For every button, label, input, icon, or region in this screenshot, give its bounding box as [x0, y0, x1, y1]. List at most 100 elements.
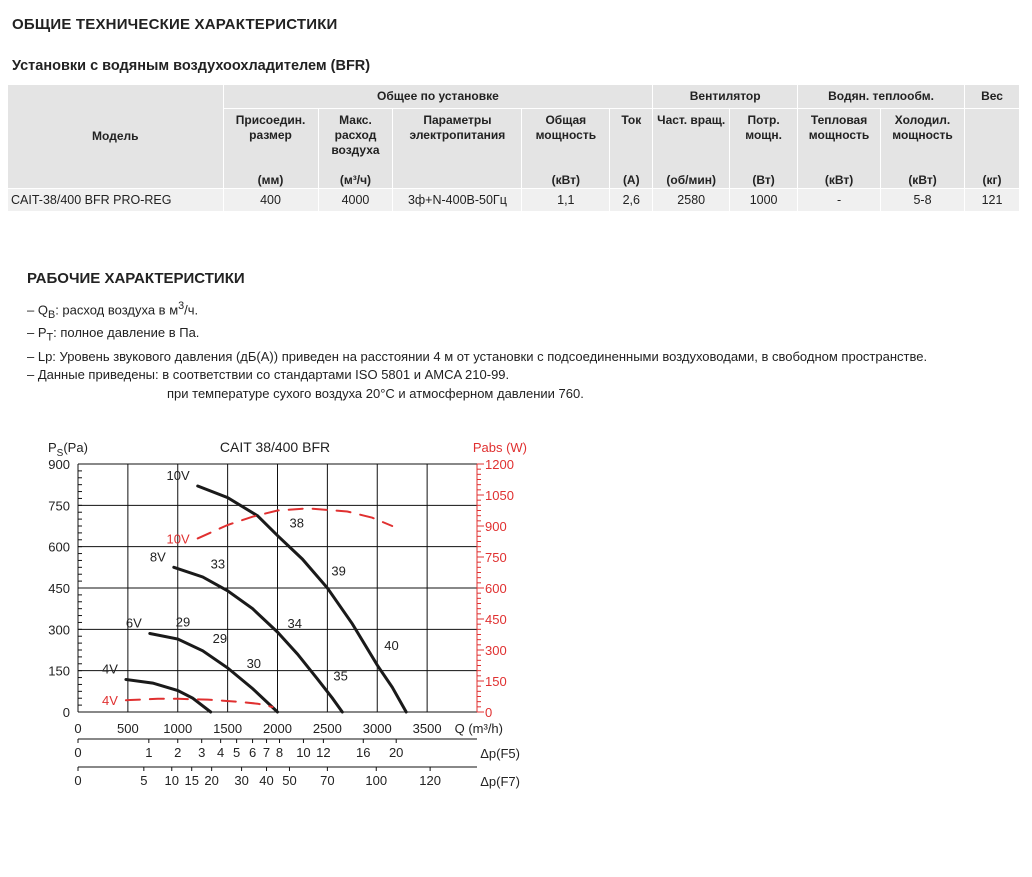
secondary-tick-label: 100: [365, 773, 387, 788]
group-water-hx: Водян. теплообм.: [797, 84, 965, 109]
series-line-10V-power: [196, 507, 394, 540]
series-label: 6V: [126, 615, 142, 630]
secondary-tick-label: 10: [296, 745, 310, 760]
secondary-tick-label: 2: [174, 745, 181, 760]
x-tick-label: 3500: [413, 721, 442, 736]
series-label: 4V: [102, 693, 118, 708]
column-unit: (А): [622, 173, 640, 187]
column-header: Присоедин. размер (мм): [222, 108, 319, 189]
sound-level-label: 35: [333, 668, 347, 683]
y2-tick-label: 600: [485, 581, 507, 596]
column-name: Тепловая мощность: [808, 113, 870, 142]
column-header: (кг): [963, 108, 1021, 189]
secondary-tick-label: 7: [263, 745, 270, 760]
secondary-tick-label: 5: [140, 773, 147, 788]
section-subtitle: Установки с водяным воздухоохладителем (…: [12, 58, 371, 74]
table-cell: 400: [222, 188, 319, 212]
sound-level-label: 38: [289, 515, 303, 530]
note-line: при температуре сухого воздуха 20°C и ат…: [167, 385, 584, 401]
column-header: Холодил. мощность (кВт): [880, 108, 965, 189]
y2-tick-label: 150: [485, 674, 507, 689]
secondary-tick-label: 3: [198, 745, 205, 760]
secondary-axis-label: Δp(F7): [480, 774, 520, 789]
secondary-tick-label: 6: [249, 745, 256, 760]
column-name: Част. вращ.: [657, 113, 726, 127]
column-header: Тепловая мощность (кВт): [797, 108, 882, 189]
column-unit: (кг): [982, 173, 1002, 187]
y-tick-label: 600: [48, 540, 70, 555]
table-cell: 3ф+N-400В-50Гц: [392, 188, 523, 212]
section-title-performance: РАБОЧИЕ ХАРАКТЕРИСТИКИ: [27, 270, 245, 287]
y-tick-label: 300: [48, 622, 70, 637]
secondary-tick-label: 10: [165, 773, 179, 788]
spec-table: Модель Общее по установке Вентилятор Вод…: [7, 84, 1021, 212]
series-label: 10V: [167, 531, 190, 546]
series-label: 8V: [150, 549, 166, 564]
x-tick-label: 1500: [213, 721, 242, 736]
note-line: – Данные приведены: в соответствии со ст…: [27, 367, 510, 383]
column-unit: (об/мин): [666, 173, 716, 187]
series-label: 4V: [102, 661, 118, 676]
group-general: Общее по установке: [222, 84, 654, 109]
secondary-tick-label: 12: [316, 745, 330, 760]
x-axis-label: Q (m³/h): [455, 721, 503, 736]
table-cell: 121: [963, 188, 1021, 212]
sound-level-label: 34: [287, 616, 301, 631]
secondary-axis-label: Δp(F5): [480, 746, 520, 761]
secondary-tick-label: 8: [276, 745, 283, 760]
table-cell: 5-8: [880, 188, 965, 212]
column-unit: (Вт): [752, 173, 775, 187]
x-tick-label: 3000: [363, 721, 392, 736]
table-cell: 4000: [317, 188, 394, 212]
page-title: ОБЩИЕ ТЕХНИЧЕСКИЕ ХАРАКТЕРИСТИКИ: [12, 16, 338, 33]
y-tick-label: 450: [48, 581, 70, 596]
column-unit: (кВт): [824, 173, 854, 187]
secondary-tick-label: 1: [145, 745, 152, 760]
column-header: Част. вращ. (об/мин): [652, 108, 731, 189]
y2-tick-label: 300: [485, 643, 507, 658]
secondary-tick-label: 20: [389, 745, 403, 760]
column-header: Общая мощность (кВт): [521, 108, 611, 189]
notes-list: – QВ: расход воздуха в м3/ч. – PT: полное…: [27, 297, 927, 403]
table-cell: 2,6: [609, 188, 654, 212]
secondary-tick-label: 16: [356, 745, 370, 760]
series-line-4V-power: [124, 697, 274, 708]
table-cell: -: [797, 188, 882, 212]
sound-level-label: 33: [211, 557, 225, 572]
column-header: Ток (А): [609, 108, 654, 189]
secondary-tick-label: 40: [259, 773, 273, 788]
table-cell: 2580: [652, 188, 731, 212]
y2-tick-label: 450: [485, 612, 507, 627]
series-line-8V-pressure: [172, 565, 344, 714]
column-name: Макс. расход воздуха: [331, 113, 380, 157]
x-tick-label: 1000: [163, 721, 192, 736]
x-tick-label: 2500: [313, 721, 342, 736]
secondary-tick-label: 0: [74, 745, 81, 760]
model-cell: CAIT-38/400 BFR PRO-REG: [7, 188, 224, 212]
secondary-tick-label: 0: [74, 773, 81, 788]
secondary-tick-label: 4: [217, 745, 224, 760]
column-unit: (м³/ч): [339, 173, 372, 187]
series-line-4V-pressure: [124, 678, 213, 714]
column-name: Холодил. мощность: [892, 113, 953, 142]
secondary-tick-label: 120: [419, 773, 441, 788]
table-row: CAIT-38/400 BFR PRO-REG 400 4000 3ф+N-400В-…: [7, 188, 1021, 212]
series-line-10V-pressure: [196, 484, 408, 714]
series-label: 10V: [167, 468, 190, 483]
secondary-tick-label: 70: [320, 773, 334, 788]
sound-level-label: 40: [384, 638, 398, 653]
sound-level-label: 39: [331, 564, 345, 579]
y-tick-label: 0: [63, 705, 70, 720]
column-name: Потр. мощн.: [745, 113, 782, 142]
column-name: [968, 109, 1016, 173]
y2-axis-label: Pabs (W): [473, 440, 527, 455]
secondary-tick-label: 15: [184, 773, 198, 788]
column-header: Параметры электропитания: [392, 108, 523, 189]
group-weight: Вес: [963, 84, 1021, 109]
y-tick-label: 750: [48, 498, 70, 513]
column-unit: (кВт): [908, 173, 937, 187]
sound-level-label: 29: [213, 631, 227, 646]
series-line-6V-pressure: [148, 632, 279, 714]
x-tick-label: 500: [117, 721, 139, 736]
